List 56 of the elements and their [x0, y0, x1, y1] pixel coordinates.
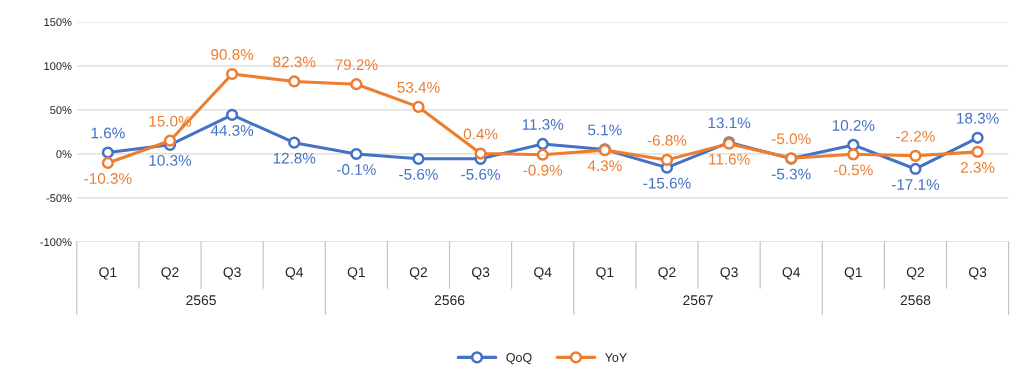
- x-tick-label: Q3: [968, 267, 987, 280]
- data-label: -5.6%: [461, 168, 501, 180]
- data-label: -5.6%: [399, 168, 438, 180]
- x-tick-label: Q1: [596, 267, 614, 280]
- x-tick-label: Q1: [99, 267, 117, 280]
- data-label: 82.3%: [273, 56, 316, 68]
- y-tick-label: 50%: [50, 106, 72, 115]
- data-label: -15.6%: [643, 177, 691, 189]
- data-label: -17.1%: [891, 179, 940, 190]
- x-tick-label: Q2: [409, 267, 428, 280]
- x-tick-label: Q1: [347, 267, 365, 280]
- data-label: -0.1%: [337, 164, 376, 175]
- data-label: 1.6%: [91, 127, 125, 139]
- y-tick-label: -50%: [46, 194, 72, 203]
- y-tick-label: 0%: [56, 150, 72, 159]
- data-label: -10.3%: [84, 173, 132, 184]
- data-label: 90.8%: [211, 49, 254, 60]
- y-tick-label: -100%: [40, 238, 72, 247]
- data-label: 5.1%: [588, 124, 622, 136]
- data-label: 13.1%: [708, 117, 751, 129]
- x-tick-label: Q4: [285, 267, 304, 280]
- text: 2568: [900, 295, 931, 306]
- x-tick-label: Q1: [844, 267, 862, 280]
- data-label: -5.0%: [771, 133, 811, 145]
- data-label: 11.6%: [709, 153, 750, 165]
- data-label: -0.9%: [523, 164, 563, 176]
- data-label: 10.2%: [832, 119, 875, 131]
- x-tick-label: Q2: [161, 267, 179, 280]
- text: 2565: [186, 295, 216, 306]
- data-label: 0.4%: [463, 128, 498, 140]
- data-label: 10.3%: [149, 154, 192, 166]
- data-label: 4.3%: [587, 160, 622, 172]
- data-label: 18.3%: [957, 112, 999, 124]
- data-label: 53.4%: [397, 81, 440, 93]
- text: 2566: [434, 295, 465, 306]
- x-tick-label: Q2: [658, 267, 676, 280]
- text: 2567: [683, 295, 713, 306]
- x-tick-label: Q2: [906, 267, 925, 280]
- y-tick-label: 100%: [44, 62, 72, 71]
- data-label: -6.8%: [647, 134, 687, 146]
- legend-label: QoQ: [506, 353, 532, 365]
- data-label: -5.3%: [771, 168, 811, 180]
- x-tick-label: Q3: [223, 267, 241, 280]
- data-label: -2.2%: [896, 130, 935, 142]
- y-tick-label: 150%: [44, 18, 72, 27]
- data-label: 2.3%: [960, 162, 995, 173]
- data-label: 12.8%: [273, 152, 316, 164]
- data-label: -0.5%: [834, 164, 873, 176]
- data-label: 79.2%: [335, 59, 378, 71]
- data-label: 44.3%: [210, 125, 254, 136]
- data-label: 11.3%: [522, 119, 564, 130]
- legend-label: YoY: [604, 353, 627, 362]
- x-tick-label: Q4: [534, 267, 552, 280]
- x-tick-label: Q3: [471, 267, 490, 280]
- x-tick-label: Q3: [720, 267, 738, 280]
- x-tick-label: Q4: [782, 267, 801, 280]
